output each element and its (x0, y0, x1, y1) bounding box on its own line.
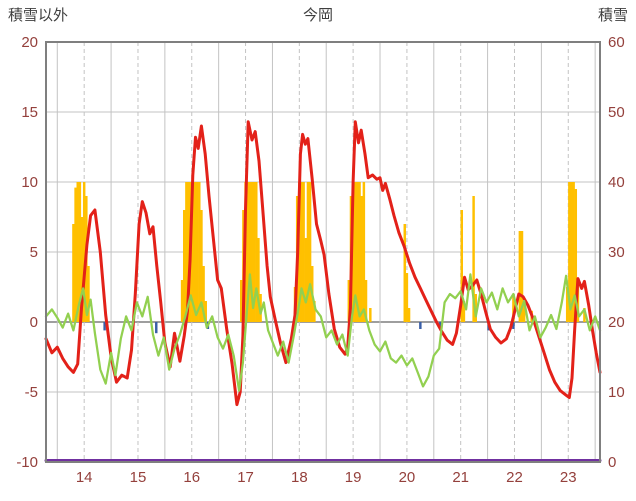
right-axis-tick-label: 20 (608, 314, 625, 331)
orange_bars (356, 182, 359, 322)
orange_bars (82, 182, 86, 322)
x-axis-tick-label: 16 (183, 469, 200, 486)
left-axis-tick-label: 20 (21, 34, 38, 51)
x-axis-tick-label: 21 (452, 469, 469, 486)
orange_bars (185, 182, 188, 322)
orange_bars (520, 231, 524, 322)
orange_bars (313, 301, 316, 322)
orange_bars (304, 238, 308, 322)
orange_bars (240, 280, 243, 322)
orange_bars (74, 187, 77, 322)
orange_bars (195, 182, 199, 322)
orange_bars (248, 182, 252, 322)
orange_bars (204, 301, 207, 322)
x-axis-tick-label: 17 (237, 469, 254, 486)
orange_bars (572, 182, 575, 322)
right-axis-tick-label: 0 (608, 454, 616, 471)
x-axis-tick-label: 14 (76, 469, 93, 486)
x-axis-tick-label: 15 (130, 469, 147, 486)
blue_bars (512, 322, 515, 329)
orange_bars (568, 182, 571, 322)
left-axis-title: 積雪以外 (8, 7, 69, 24)
right-axis-tick-label: 60 (608, 34, 625, 51)
orange_bars (462, 301, 466, 322)
orange_bars (202, 266, 205, 322)
orange_bars (252, 182, 256, 322)
left-axis-tick-label: 0 (30, 314, 38, 331)
orange_bars (193, 182, 197, 322)
orange_bars (360, 196, 363, 322)
right-axis-tick-label: 30 (608, 244, 625, 261)
orange_bars (512, 294, 515, 322)
x-axis-tick-label: 22 (506, 469, 523, 486)
orange_bars (180, 280, 184, 322)
left-axis-tick-label: 10 (21, 174, 38, 191)
orange_bars (80, 217, 84, 322)
orange_bars (472, 196, 475, 322)
orange_bars (250, 182, 254, 322)
x-axis-tick-label: 23 (560, 469, 577, 486)
orange_bars (351, 182, 355, 322)
orange_bars (306, 182, 310, 322)
orange_bars (87, 266, 90, 322)
orange_bars (302, 182, 305, 322)
orange_bars (369, 308, 372, 322)
orange_bars (198, 182, 201, 322)
orange_bars (255, 182, 258, 322)
x-axis-tick-label: 18 (291, 469, 308, 486)
orange_bars (308, 182, 312, 322)
orange_bars (583, 308, 586, 322)
chart-title: 今岡 (302, 7, 333, 24)
orange_bars (574, 189, 578, 322)
right-axis-tick-label: 50 (608, 104, 625, 121)
blue_bars (103, 322, 106, 331)
orange_bars (72, 224, 75, 322)
orange_bars (76, 182, 79, 322)
plot-frame (45, 41, 601, 463)
green_line (44, 273, 602, 392)
left-axis-tick-label: 5 (30, 244, 38, 261)
orange_bars (187, 182, 190, 322)
x-axis-tick-label: 19 (345, 469, 362, 486)
orange_bars (347, 280, 351, 322)
orange_bars (200, 210, 203, 322)
x-axis-tick-label: 20 (399, 469, 416, 486)
orange_bars (78, 182, 82, 322)
orange_bars (407, 308, 411, 322)
orange_bars (570, 182, 573, 322)
orange_bars (182, 210, 186, 322)
left-axis-tick-label: -5 (25, 384, 38, 401)
orange_bars (460, 210, 464, 322)
orange_bars (405, 273, 409, 322)
blue_bars (419, 322, 422, 329)
right-axis-tick-label: 10 (608, 384, 625, 401)
left-axis-tick-label: -10 (16, 454, 38, 471)
orange_bars (522, 301, 526, 322)
right-axis-tick-label: 40 (608, 174, 625, 191)
right-axis-title: 積雪 (597, 7, 628, 24)
blue_bars (155, 322, 158, 334)
orange_bars (358, 182, 361, 322)
orange_bars (246, 182, 249, 322)
orange_bars (257, 238, 260, 322)
orange_bars (364, 280, 368, 322)
red_line (44, 120, 602, 407)
orange_bars (354, 182, 357, 322)
orange_bars (518, 231, 522, 322)
orange_bars (298, 182, 301, 322)
orange_bars (191, 182, 195, 322)
orange_bars (300, 182, 303, 322)
left-axis-tick-label: 15 (21, 104, 38, 121)
orange_bars (565, 287, 569, 322)
blue_bars (439, 322, 442, 329)
orange_bars (362, 182, 366, 322)
orange_bars (403, 224, 406, 322)
